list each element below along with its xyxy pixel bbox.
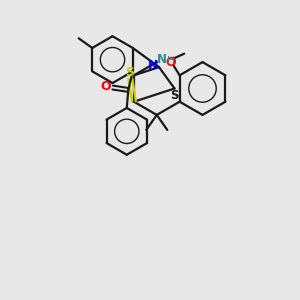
Text: S: S — [125, 66, 134, 79]
Text: O: O — [101, 80, 111, 93]
Text: O: O — [166, 56, 176, 69]
Text: N: N — [157, 53, 167, 66]
Text: H: H — [167, 56, 175, 66]
Text: N: N — [148, 59, 158, 72]
Text: S: S — [170, 88, 178, 102]
